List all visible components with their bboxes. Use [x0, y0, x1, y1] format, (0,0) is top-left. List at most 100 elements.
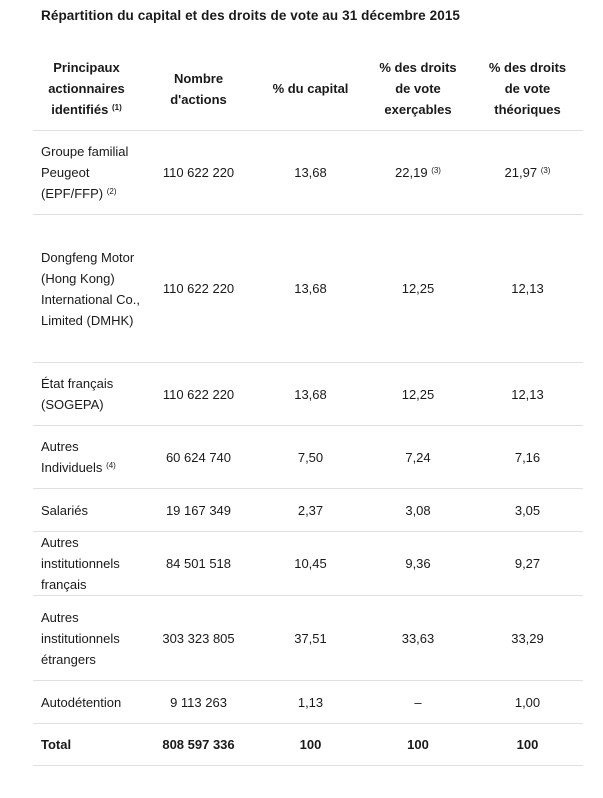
cell-theoretical-votes: 12,13	[472, 362, 583, 426]
header-theoretical-votes-label: % des droits de vote théoriques	[488, 60, 567, 117]
header-capital-pct-label: % du capital	[272, 81, 349, 96]
cell-shareholder-name: Groupe familial Peugeot (EPF/FFP) (2)	[33, 130, 140, 215]
theoretical-votes-value: 12,13	[511, 386, 544, 402]
cell-shareholder-name: Autres Individuels (4)	[33, 425, 140, 489]
share-count-value: 19 167 349	[165, 502, 232, 518]
cell-exercisable-votes: 12,25	[364, 214, 472, 363]
theoretical-votes-value: 1,00	[514, 694, 541, 710]
footnote-ref: (3)	[431, 166, 441, 175]
table-row: Autres institutionnels étrangers 303 323 …	[33, 595, 583, 681]
table-header-row: Principaux actionnaires identifiés (1) N…	[33, 47, 583, 131]
table-row: État français (SOGEPA) 110 622 220 13,68 12…	[33, 362, 583, 426]
cell-capital-pct: 2,37	[257, 488, 364, 532]
table-row: Salariés 19 167 349 2,37 3,08 3,05	[33, 488, 583, 532]
share-count-value: 9 113 263	[170, 694, 227, 710]
capital-pct-value: 1,13	[297, 694, 324, 710]
shareholder-name: Autres Individuels	[41, 439, 103, 475]
cell-shareholder-name: Autres institutionnels français	[33, 531, 140, 596]
total-exercisable-votes: 100	[364, 723, 472, 766]
cell-capital-pct: 10,45	[257, 531, 364, 596]
header-share-count: Nombre d'actions	[140, 47, 257, 131]
cell-share-count: 110 622 220	[140, 214, 257, 363]
cell-shareholder-name: Autodétention	[33, 680, 140, 724]
header-shareholders: Principaux actionnaires identifiés (1)	[33, 47, 140, 131]
capital-pct-value: 10,45	[294, 556, 327, 571]
cell-theoretical-votes: 3,05	[472, 488, 583, 532]
cell-shareholder-name: Autres institutionnels étrangers	[33, 595, 140, 681]
exercisable-votes-value: –	[414, 694, 422, 710]
cell-share-count: 110 622 220	[140, 362, 257, 426]
shareholder-name: Salariés	[41, 502, 88, 518]
cell-exercisable-votes: –	[364, 680, 472, 724]
cell-capital-pct: 13,68	[257, 214, 364, 363]
cell-exercisable-votes: 9,36	[364, 531, 472, 596]
total-capital-pct: 100	[257, 723, 364, 766]
shareholder-name: État français (SOGEPA)	[41, 376, 114, 412]
shareholder-name: Autres institutionnels étrangers	[41, 609, 120, 667]
cell-exercisable-votes: 33,63	[364, 595, 472, 681]
cell-capital-pct: 13,68	[257, 130, 364, 215]
shareholder-table: Principaux actionnaires identifiés (1) N…	[33, 47, 583, 766]
header-share-count-label: Nombre d'actions	[170, 70, 227, 107]
cell-theoretical-votes: 33,29	[472, 595, 583, 681]
exercisable-votes-value: 22,19	[395, 165, 428, 180]
table-row: Autodétention 9 113 263 1,13 – 1,00	[33, 680, 583, 724]
cell-share-count: 19 167 349	[140, 488, 257, 532]
footnote-ref: (2)	[106, 187, 117, 196]
cell-exercisable-votes: 7,24	[364, 425, 472, 489]
share-count-value: 60 624 740	[165, 449, 232, 465]
footnote-ref: (3)	[540, 166, 551, 175]
cell-theoretical-votes: 1,00	[472, 680, 583, 724]
cell-capital-pct: 37,51	[257, 595, 364, 681]
shareholder-name: Dongfeng Motor (Hong Kong) International…	[41, 249, 141, 328]
theoretical-votes-value: 9,27	[514, 556, 541, 571]
share-count-value: 110 622 220	[162, 165, 235, 180]
header-exercisable-votes: % des droits de vote exerçables	[364, 47, 472, 131]
cell-share-count: 60 624 740	[140, 425, 257, 489]
exercisable-votes-value: 12,25	[401, 281, 435, 296]
cell-capital-pct: 7,50	[257, 425, 364, 489]
cell-shareholder-name: Salariés	[33, 488, 140, 532]
total-share-count: 808 597 336	[140, 723, 257, 766]
exercisable-votes-value: 9,36	[405, 556, 431, 571]
shareholder-name: Groupe familial Peugeot (EPF/FFP)	[41, 144, 129, 201]
share-count-value: 110 622 220	[162, 281, 235, 296]
cell-exercisable-votes: 12,25	[364, 362, 472, 426]
exercisable-votes-value: 12,25	[401, 386, 435, 402]
header-capital-pct: % du capital	[257, 47, 364, 131]
cell-share-count: 84 501 518	[140, 531, 257, 596]
share-count-value: 84 501 518	[165, 556, 232, 571]
table-row: Autres Individuels (4) 60 624 740 7,50 7,24…	[33, 425, 583, 489]
total-theoretical-votes: 100	[472, 723, 583, 766]
table-row: Autres institutionnels français 84 501 51…	[33, 531, 583, 596]
table-title: Répartition du capital et des droits de …	[41, 8, 461, 23]
cell-shareholder-name: Dongfeng Motor (Hong Kong) International…	[33, 214, 141, 363]
header-exercisable-votes-label: % des droits de vote exerçables	[379, 60, 457, 117]
capital-pct-value: 13,68	[294, 281, 327, 296]
exercisable-votes-value: 33,63	[401, 630, 435, 646]
cell-share-count: 303 323 805	[140, 595, 257, 681]
share-count-value: 110 622 220	[162, 386, 235, 402]
header-shareholders-note: (1)	[111, 103, 122, 112]
cell-capital-pct: 1,13	[257, 680, 364, 724]
table-row: Dongfeng Motor (Hong Kong) International…	[33, 214, 583, 363]
capital-pct-value: 13,68	[294, 165, 327, 180]
cell-shareholder-name: État français (SOGEPA)	[33, 362, 140, 426]
shareholder-name: Autodétention	[41, 694, 122, 710]
header-shareholders-label: Principaux actionnaires identifiés	[48, 60, 125, 117]
theoretical-votes-value: 3,05	[514, 502, 541, 518]
cell-theoretical-votes: 9,27	[472, 531, 583, 596]
cell-capital-pct: 13,68	[257, 362, 364, 426]
exercisable-votes-value: 7,24	[405, 449, 431, 465]
theoretical-votes-value: 33,29	[511, 630, 544, 646]
theoretical-votes-value: 21,97	[504, 165, 538, 180]
cell-share-count: 110 622 220	[140, 130, 257, 215]
table-row: Groupe familial Peugeot (EPF/FFP) (2) 110…	[33, 130, 583, 215]
shareholder-name: Autres institutionnels français	[41, 535, 120, 592]
capital-pct-value: 13,68	[294, 386, 327, 402]
footnote-ref: (4)	[106, 461, 116, 470]
table-total-row: Total 808 597 336 100 100 100	[33, 723, 583, 766]
theoretical-votes-value: 12,13	[511, 281, 544, 296]
cell-theoretical-votes: 7,16	[472, 425, 583, 489]
cell-theoretical-votes: 12,13	[472, 214, 583, 363]
